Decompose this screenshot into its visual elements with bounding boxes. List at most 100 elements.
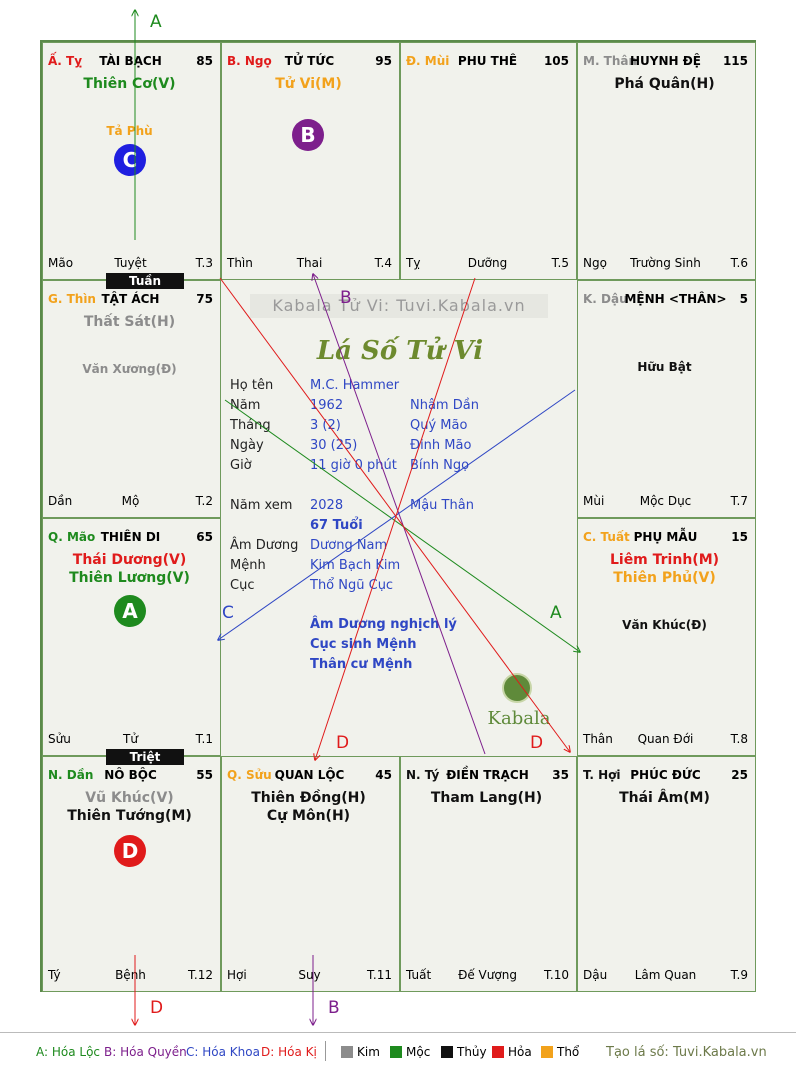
info-value: 3 (2): [310, 418, 341, 433]
heavenly-stem: Q. Sửu: [227, 768, 272, 782]
minor-star: Hữu Bật: [637, 360, 692, 374]
triet-tag: Triệt: [106, 749, 184, 765]
cell-mui-goat: [400, 42, 577, 280]
palace-score: 115: [722, 54, 748, 68]
palace-name: HUYNH ĐỆ: [630, 54, 701, 68]
cell-header: N. Tý ĐIỀN TRẠCH 35: [406, 768, 569, 784]
limit-code: T.1: [195, 732, 213, 746]
legend-element-2: Thủy: [441, 1045, 487, 1059]
limit-code: T.10: [544, 968, 569, 982]
palace-name: PHỤ MẪU: [633, 530, 698, 544]
life-phase: Bệnh: [115, 968, 146, 982]
element-name: Hỏa: [508, 1045, 532, 1059]
main-star: Thái Âm(M): [619, 790, 710, 806]
palace-score: 35: [552, 768, 569, 782]
line-label-d-bottom: D: [150, 998, 164, 1018]
limit-code: T.5: [551, 256, 569, 270]
palace-name: TỬ TỨC: [284, 54, 335, 68]
cell-dau-rooster: [577, 280, 756, 518]
earthly-branch: Mão: [48, 256, 74, 270]
watermark: Kabala Tử Vi: Tuvi.Kabala.vn: [250, 294, 548, 318]
heavenly-stem: N. Tý: [406, 768, 440, 782]
cell-header: Đ. Mùi PHU THÊ 105: [406, 54, 569, 70]
info-label: Năm: [230, 398, 261, 413]
tuvi-chart: [40, 40, 756, 992]
cell-than-monkey: [577, 42, 756, 280]
limit-code: T.2: [195, 494, 213, 508]
palace-score: 105: [543, 54, 569, 68]
main-star: Tham Lang(H): [430, 790, 543, 806]
info-value: 11 giờ 0 phút: [310, 458, 397, 473]
cell-content-dau-rooster: K. Dậu MỆNH <THÂN> 5 Hữu Bật Mùi Mộc Dục…: [575, 278, 754, 516]
heavenly-stem: B. Ngọ: [227, 54, 272, 68]
cell-footer: Thìn Thai T.4: [227, 256, 392, 270]
info-value-2: Nhâm Dần: [410, 398, 479, 413]
element-swatch: [441, 1046, 453, 1058]
cell-footer: Tuất Đế Vượng T.10: [406, 968, 569, 982]
limit-code: T.11: [367, 968, 392, 982]
cell-dan-tiger: [42, 756, 221, 992]
life-phase: Thai: [296, 256, 323, 270]
cell-header: K. Dậu MỆNH <THÂN> 5: [583, 292, 748, 308]
main-star: Tử Vi(M): [275, 76, 342, 92]
tuan-tag: Tuần: [106, 273, 184, 289]
earthly-branch: Mùi: [583, 494, 605, 508]
cell-content-suu-ox: Q. Sửu QUAN LỘC 45 Thiên Đồng(H) Cự Môn(H…: [219, 754, 398, 990]
note-2: Cục sinh Mệnh: [310, 637, 417, 652]
info-value: 2028: [310, 498, 344, 513]
earthly-branch: Tý: [48, 968, 61, 982]
main-star: Thất Sát(H): [83, 314, 176, 330]
palace-score: 65: [196, 530, 213, 544]
cell-header: Q. Sửu QUAN LỘC 45: [227, 768, 392, 784]
cell-content-dan-tiger: N. Dần NÔ BỘC 55 Vũ Khúc(V) Thiên Tướng(M…: [40, 754, 219, 990]
main-star: Thái Dương(V): [72, 552, 187, 568]
legend-element-0: Kim: [341, 1045, 380, 1059]
cell-header: Ấ. Tỵ TÀI BẠCH 85: [48, 54, 213, 70]
cell-footer: Dậu Lâm Quan T.9: [583, 968, 748, 982]
cell-content-ngo-horse: B. Ngọ TỬ TỨC 95 Tử Vi(M) Thìn Thai T.4: [219, 40, 398, 278]
info-value: Thổ Ngũ Cục: [310, 578, 394, 593]
line-label-a-top: A: [150, 12, 162, 32]
line-label-d-center-right: D: [530, 733, 544, 753]
limit-code: T.3: [195, 256, 213, 270]
palace-name: TÀI BẠCH: [99, 54, 162, 68]
main-star: Thiên Lương(V): [69, 570, 190, 586]
cell-header: B. Ngọ TỬ TỨC 95: [227, 54, 392, 70]
info-label: Giờ: [230, 458, 252, 473]
life-phase: Tuyệt: [114, 256, 147, 270]
palace-name: PHÚC ĐỨC: [630, 768, 701, 782]
line-label-b-bottom: B: [328, 998, 340, 1018]
cell-footer: Tý Bệnh T.12: [48, 968, 213, 982]
palace-score: 85: [196, 54, 213, 68]
earthly-branch: Tỵ: [406, 256, 421, 270]
heavenly-stem: T. Hợi: [583, 768, 621, 782]
life-phase: Lâm Quan: [634, 968, 697, 982]
cell-header: C. Tuất PHỤ MẪU 15: [583, 530, 748, 546]
main-star: Thiên Cơ(V): [83, 76, 176, 92]
life-phase: Mộc Dục: [639, 494, 692, 508]
legend-divider: [325, 1041, 326, 1061]
main-star: Phá Quân(H): [614, 76, 715, 92]
legend-site: Tạo lá số: Tuvi.Kabala.vn: [606, 1045, 767, 1060]
info-label: Âm Dương: [230, 538, 299, 553]
legend-c: C: Hóa Khoa: [186, 1045, 260, 1059]
earthly-branch: Hợi: [227, 968, 247, 982]
cell-content-ty-rat: N. Tý ĐIỀN TRẠCH 35 Tham Lang(H) Tuất Đế…: [398, 754, 575, 990]
info-value: 67 Tuổi: [310, 518, 363, 533]
line-label-d-center-left: D: [336, 733, 350, 753]
earthly-branch: Dậu: [583, 968, 608, 982]
note-1: Âm Dương nghịch lý: [310, 617, 457, 632]
palace-name: MỆNH <THÂN>: [624, 292, 727, 306]
heavenly-stem: Ấ. Tỵ: [48, 54, 83, 68]
info-label: Năm xem: [230, 498, 293, 513]
main-star: Thiên Phủ(V): [613, 570, 716, 586]
earthly-branch: Tuất: [406, 968, 432, 982]
cell-mao-cat: [42, 518, 221, 756]
palace-score: 45: [375, 768, 392, 782]
legend-element-4: Thổ: [541, 1045, 579, 1059]
info-value: M.C. Hammer: [310, 378, 400, 393]
minor-star: Văn Khúc(Đ): [622, 618, 707, 632]
legend: A: Hóa Lộc B: Hóa Quyền C: Hóa Khoa D: H…: [0, 1032, 796, 1069]
legend-a: A: Hóa Lộc: [36, 1045, 101, 1059]
life-phase: Mộ: [121, 494, 140, 508]
